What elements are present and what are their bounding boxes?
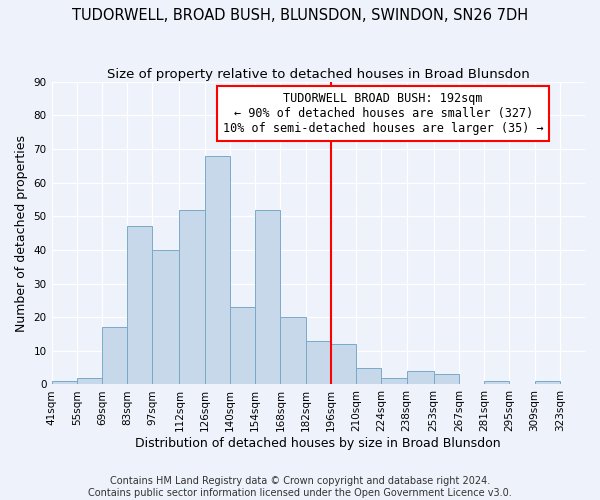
Bar [127,226,152,384]
Text: Contains HM Land Registry data © Crown copyright and database right 2024.
Contai: Contains HM Land Registry data © Crown c… [88,476,512,498]
Bar [484,381,509,384]
Bar [280,317,305,384]
Text: TUDORWELL BROAD BUSH: 192sqm
← 90% of detached houses are smaller (327)
10% of s: TUDORWELL BROAD BUSH: 192sqm ← 90% of de… [223,92,544,135]
Bar [356,368,382,384]
X-axis label: Distribution of detached houses by size in Broad Blunsdon: Distribution of detached houses by size … [136,437,501,450]
Bar [434,374,459,384]
Title: Size of property relative to detached houses in Broad Blunsdon: Size of property relative to detached ho… [107,68,530,80]
Bar [152,250,179,384]
Bar [305,340,331,384]
Y-axis label: Number of detached properties: Number of detached properties [15,134,28,332]
Bar [331,344,356,385]
Bar [52,381,77,384]
Bar [102,328,127,384]
Bar [535,381,560,384]
Bar [382,378,407,384]
Bar [255,210,280,384]
Bar [230,307,255,384]
Bar [205,156,230,384]
Text: TUDORWELL, BROAD BUSH, BLUNSDON, SWINDON, SN26 7DH: TUDORWELL, BROAD BUSH, BLUNSDON, SWINDON… [72,8,528,22]
Bar [179,210,205,384]
Bar [77,378,102,384]
Bar [407,371,434,384]
